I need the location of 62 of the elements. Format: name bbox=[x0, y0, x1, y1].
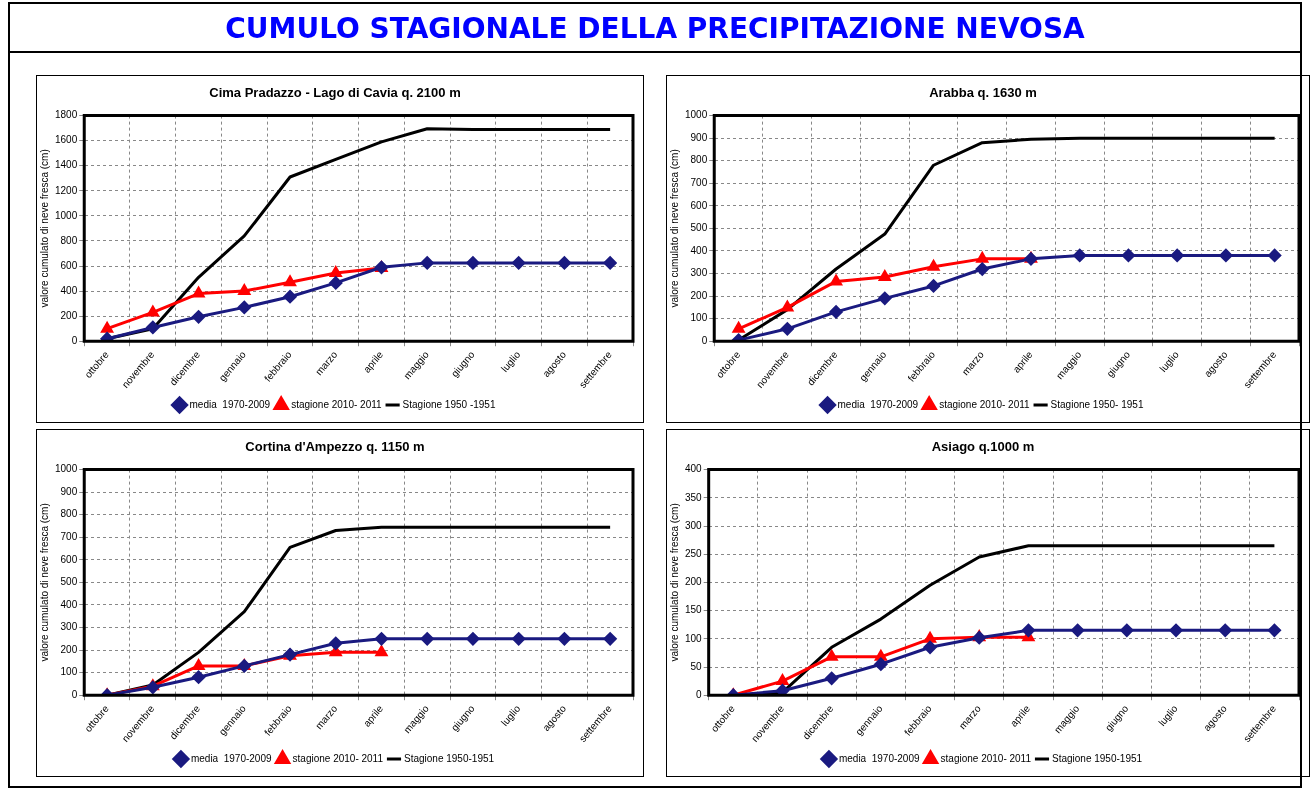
chart-title: Arabba q. 1630 m bbox=[929, 85, 1037, 101]
y-tick-label: 0 bbox=[696, 688, 703, 700]
legend-label: stagione 2010- 2011 bbox=[292, 752, 384, 764]
legend-label: Stagione 1950-1951 bbox=[403, 752, 495, 764]
legend-label: Stagione 1950 -1951 bbox=[402, 398, 496, 410]
y-tick-label: 400 bbox=[60, 598, 78, 610]
legend-label: media 1970-2009 bbox=[189, 398, 271, 410]
y-tick-label: 250 bbox=[685, 547, 703, 559]
y-tick-label: 350 bbox=[685, 491, 703, 503]
y-tick-label: 300 bbox=[60, 621, 78, 633]
y-tick-label: 200 bbox=[690, 289, 708, 301]
y-tick-label: 500 bbox=[690, 222, 708, 234]
chart-title: Asiago q.1000 m bbox=[931, 439, 1035, 455]
y-tick-label: 200 bbox=[60, 309, 78, 321]
legend-label: Stagione 1950-1951 bbox=[1051, 752, 1143, 764]
y-tick-label: 900 bbox=[690, 131, 708, 143]
legend-label: Stagione 1950- 1951 bbox=[1050, 398, 1144, 410]
y-tick-label: 1200 bbox=[55, 184, 78, 196]
y-tick-label: 100 bbox=[690, 312, 708, 324]
y-tick-label: 100 bbox=[60, 666, 78, 678]
y-axis-title: valore cumulato di neve fresca (cm) bbox=[38, 503, 50, 662]
text: CUMULO STAGIONALE DELLA PRECIPITAZIONE NEVOSA bbox=[10, 4, 1300, 53]
y-tick-label: 0 bbox=[71, 334, 78, 346]
y-tick-label: 900 bbox=[60, 485, 78, 497]
y-tick-label: 600 bbox=[690, 199, 708, 211]
y-axis-title: valore cumulato di neve fresca (cm) bbox=[668, 503, 680, 662]
y-axis-title: valore cumulato di neve fresca (cm) bbox=[38, 149, 50, 308]
y-tick-label: 200 bbox=[685, 576, 703, 588]
y-tick-label: 1600 bbox=[55, 134, 78, 146]
y-axis-title: valore cumulato di neve fresca (cm) bbox=[668, 149, 680, 308]
y-tick-label: 50 bbox=[690, 660, 703, 672]
y-tick-label: 700 bbox=[60, 531, 78, 543]
legend-label: stagione 2010- 2011 bbox=[940, 752, 1032, 764]
legend-label: media 1970-2009 bbox=[837, 398, 919, 410]
y-tick-label: 0 bbox=[701, 334, 708, 346]
legend-label: stagione 2010- 2011 bbox=[939, 398, 1031, 410]
y-tick-label: 700 bbox=[690, 177, 708, 189]
y-tick-label: 400 bbox=[690, 244, 708, 256]
y-tick-label: 1800 bbox=[55, 109, 78, 121]
legend-label: stagione 2010- 2011 bbox=[291, 398, 383, 410]
y-tick-label: 1000 bbox=[685, 109, 708, 121]
y-tick-label: 500 bbox=[60, 576, 78, 588]
y-tick-label: 1000 bbox=[55, 463, 78, 475]
y-tick-label: 800 bbox=[60, 234, 78, 246]
y-tick-label: 400 bbox=[685, 463, 703, 475]
y-tick-label: 1400 bbox=[55, 159, 78, 171]
y-tick-label: 300 bbox=[690, 267, 708, 279]
y-tick-label: 200 bbox=[60, 643, 78, 655]
chart-title: Cima Pradazzo - Lago di Cavia q. 2100 m bbox=[209, 85, 461, 101]
y-tick-label: 600 bbox=[60, 553, 78, 565]
legend-label: media 1970-2009 bbox=[190, 752, 272, 764]
y-tick-label: 600 bbox=[60, 259, 78, 271]
y-tick-label: 800 bbox=[60, 508, 78, 520]
legend-label: media 1970-2009 bbox=[838, 752, 920, 764]
y-tick-label: 0 bbox=[71, 688, 78, 700]
y-tick-label: 800 bbox=[690, 154, 708, 166]
y-tick-label: 300 bbox=[685, 519, 703, 531]
chart-title: Cortina d'Ampezzo q. 1150 m bbox=[245, 439, 425, 455]
y-tick-label: 400 bbox=[60, 284, 78, 296]
y-tick-label: 150 bbox=[685, 604, 703, 616]
y-tick-label: 100 bbox=[685, 632, 703, 644]
y-tick-label: 1000 bbox=[55, 209, 78, 221]
